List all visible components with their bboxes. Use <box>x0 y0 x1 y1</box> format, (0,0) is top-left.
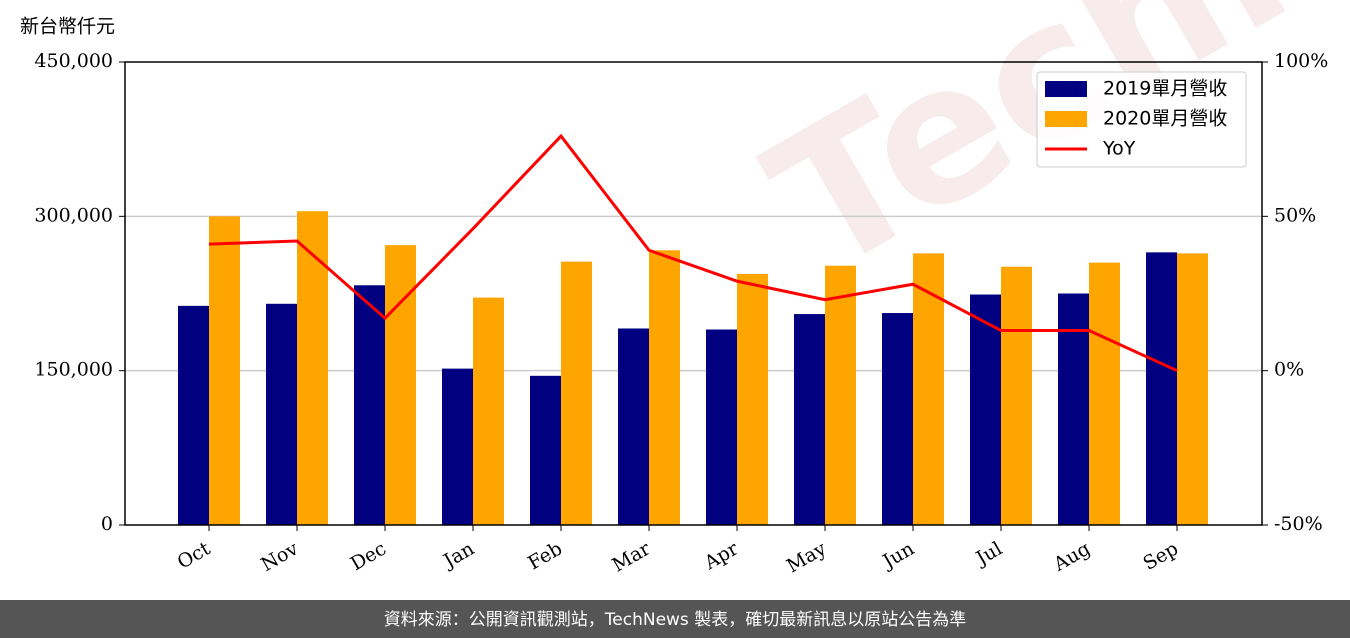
x-tick-label: Mar <box>608 537 654 576</box>
source-note: 資料來源：公開資訊觀測站，TechNews 製表，確切最新訊息以原站公告為準 <box>384 610 966 630</box>
bar <box>561 261 592 525</box>
legend-swatch <box>1045 81 1087 97</box>
bar <box>473 297 504 525</box>
bar <box>1146 252 1177 525</box>
y-tick-label: 0 <box>101 513 113 535</box>
y-axis-unit: 新台幣仟元 <box>20 16 115 38</box>
bar <box>209 216 240 526</box>
plot-frame <box>124 61 1263 526</box>
legend-box <box>1036 71 1247 168</box>
legend-swatch <box>1045 111 1087 127</box>
bar <box>442 368 473 525</box>
y2-tick-label: -50% <box>1274 513 1323 535</box>
bar <box>297 211 328 525</box>
bar <box>913 253 944 525</box>
bar <box>178 305 209 525</box>
legend-label: 2019單月營收 <box>1103 78 1227 100</box>
bar <box>649 250 680 525</box>
x-tick-label: Jan <box>438 538 478 574</box>
bar <box>266 303 297 525</box>
bar <box>825 265 856 525</box>
y2-tick-label: 0% <box>1274 359 1304 381</box>
x-tick-label: Nov <box>257 537 302 576</box>
x-tick-label: Dec <box>347 538 390 576</box>
bar <box>1089 262 1120 525</box>
x-tick-label: Aug <box>1049 538 1094 577</box>
footer-bar <box>0 600 1350 638</box>
bar <box>794 314 825 525</box>
y2-tick-label: 100% <box>1274 50 1328 72</box>
legend-label: YoY <box>1102 138 1136 160</box>
x-tick-label: Sep <box>1139 538 1182 575</box>
bar <box>1177 253 1208 525</box>
y2-tick-label: 50% <box>1274 204 1316 226</box>
x-tick-label: Apr <box>700 537 743 574</box>
bar <box>882 313 913 525</box>
x-tick-label: Jul <box>971 538 1006 571</box>
bar <box>530 375 561 525</box>
bar <box>737 273 768 525</box>
bar <box>1001 266 1032 525</box>
y-tick-label: 300,000 <box>34 204 113 226</box>
y-tick-label: 150,000 <box>34 359 113 381</box>
x-tick-label: Oct <box>174 537 215 573</box>
bar <box>354 285 385 525</box>
bar <box>1058 293 1089 525</box>
x-tick-label: May <box>783 537 830 577</box>
bar <box>706 329 737 525</box>
x-tick-label: Feb <box>524 538 566 575</box>
bar <box>385 245 416 526</box>
legend-label: 2020單月營收 <box>1103 108 1227 130</box>
bar <box>618 328 649 525</box>
y-tick-label: 450,000 <box>34 50 113 72</box>
line <box>208 133 1178 373</box>
bar <box>970 294 1001 525</box>
x-tick-label: Jun <box>877 538 918 574</box>
